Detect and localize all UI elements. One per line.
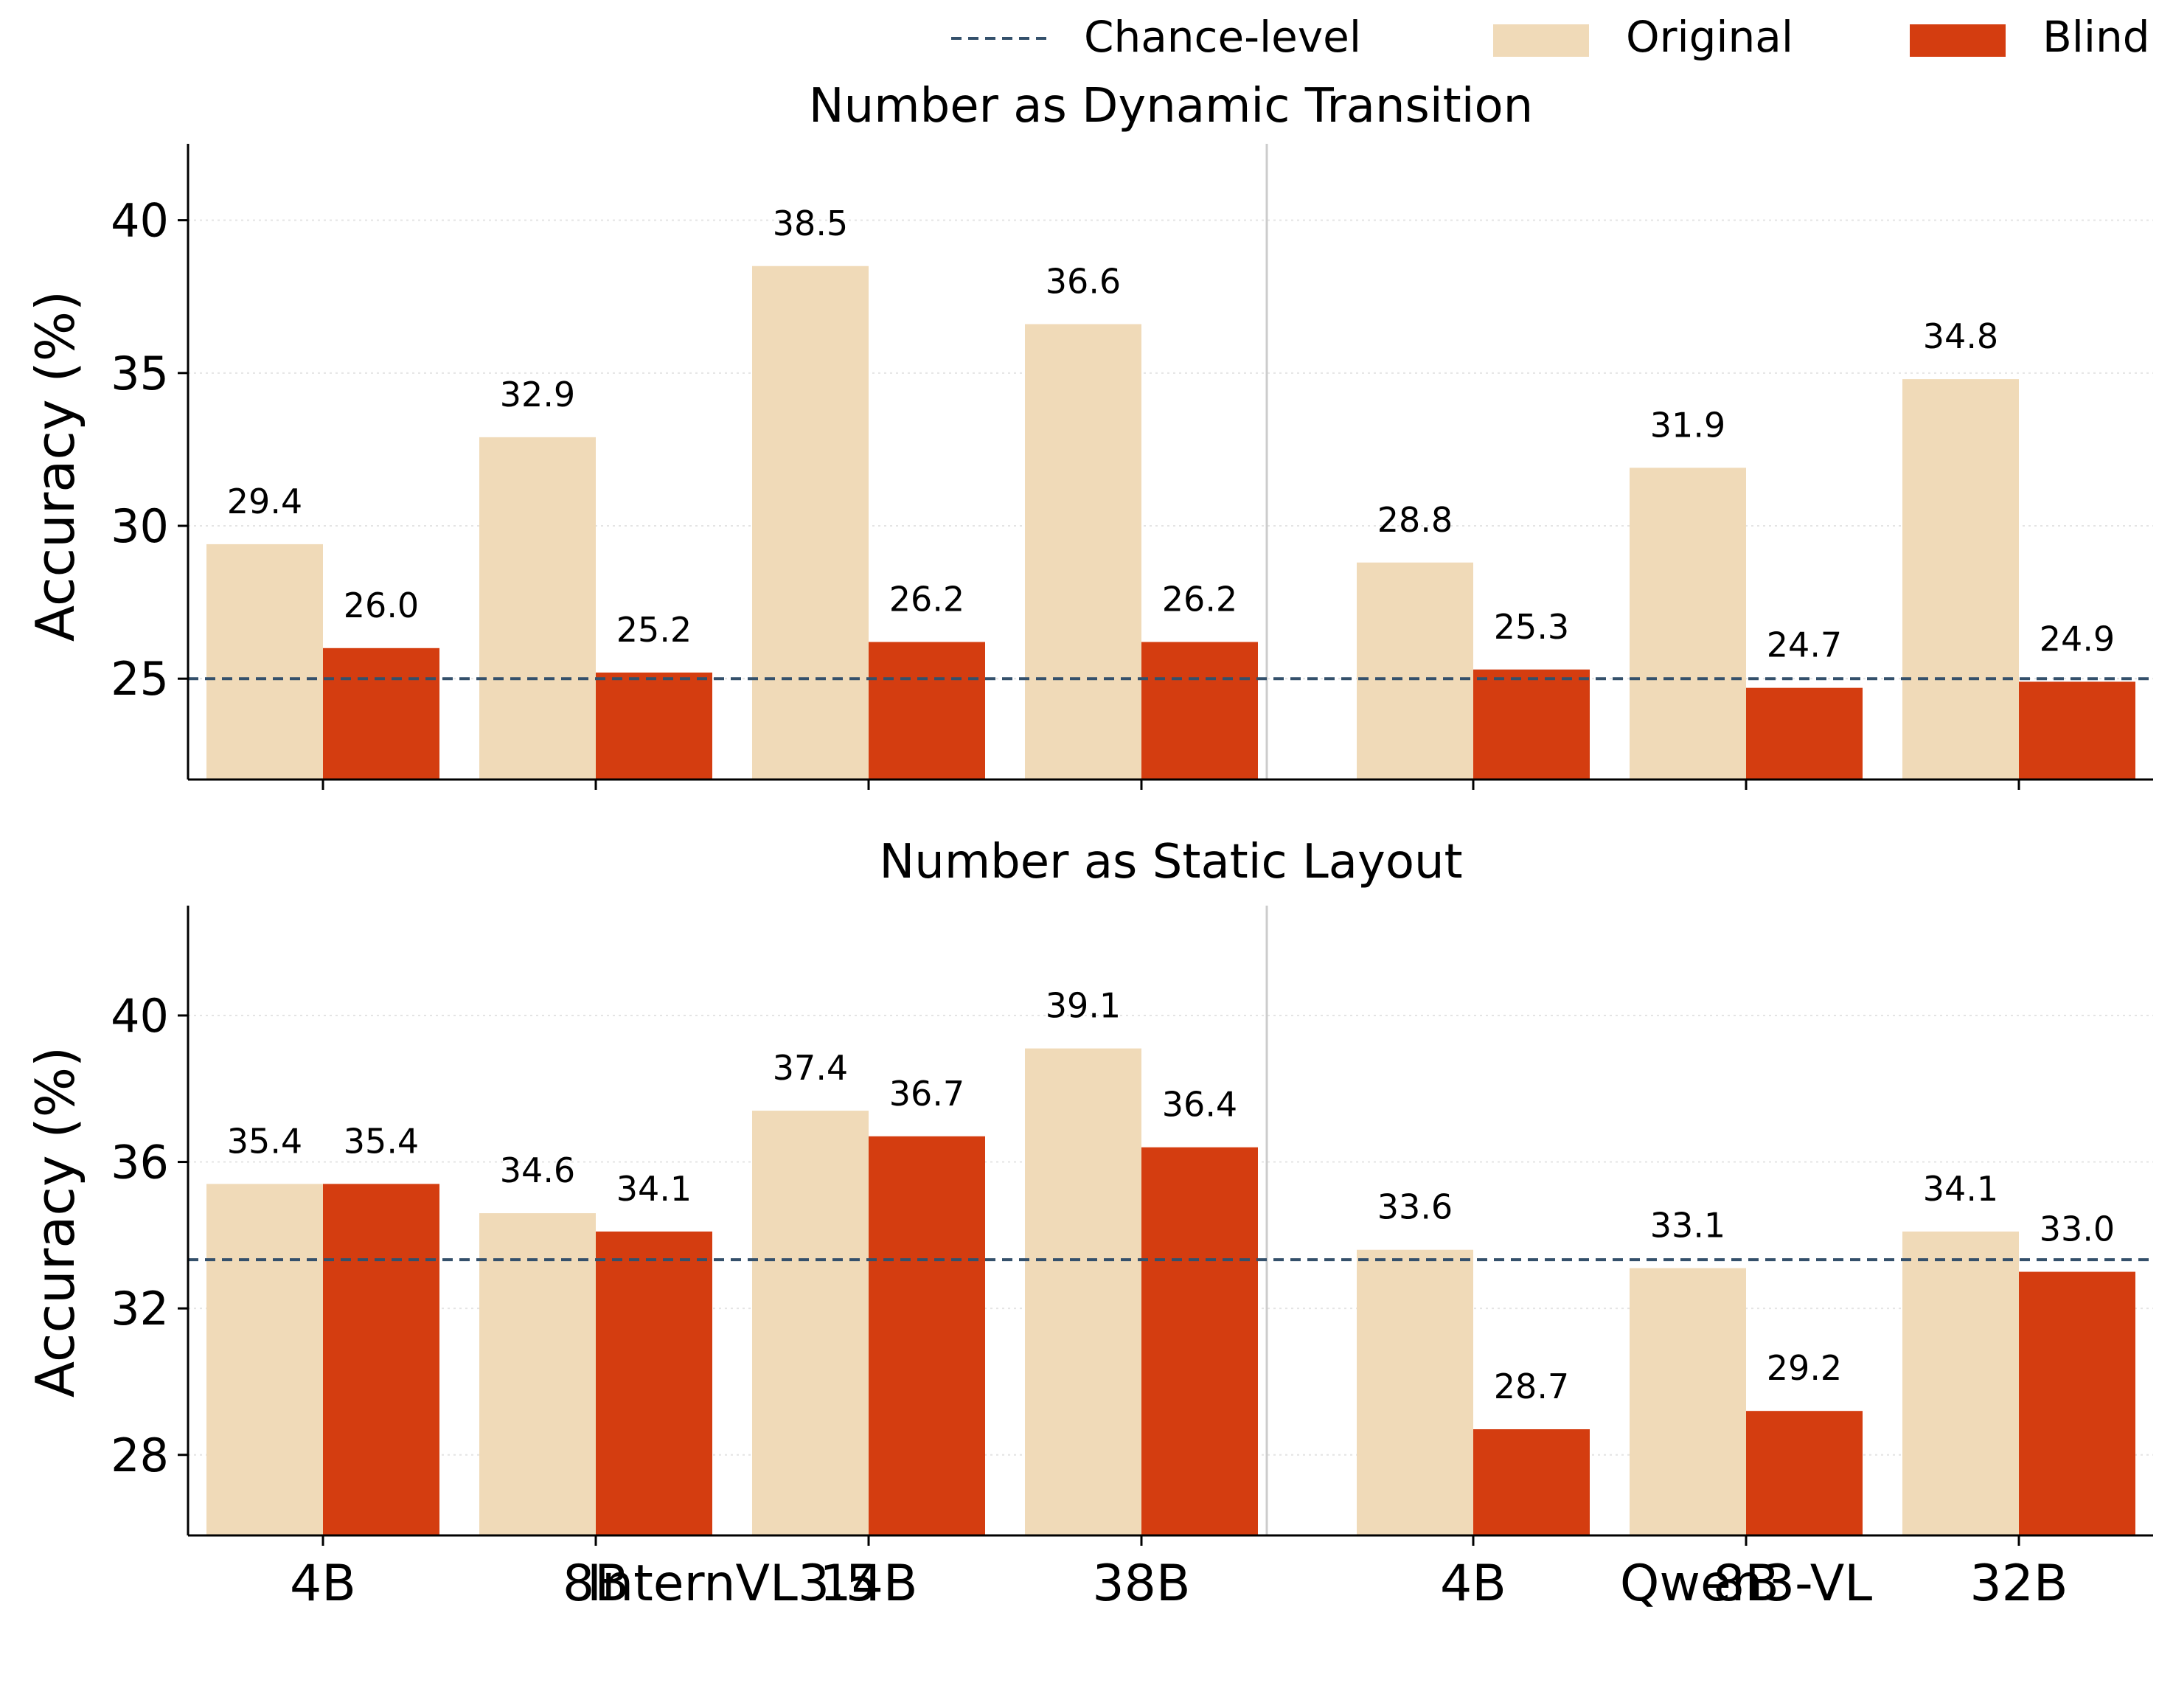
bar-blind (1141, 642, 1258, 780)
value-label: 35.4 (227, 1121, 302, 1161)
value-label: 37.4 (773, 1048, 848, 1088)
x-tick-label: 32B (1969, 1555, 2068, 1613)
value-label: 36.6 (1046, 262, 1121, 302)
value-label: 26.2 (889, 580, 964, 619)
bar-blind (869, 1136, 985, 1535)
panel-2-title: Number as Static Layout (879, 835, 1462, 889)
value-label: 25.2 (616, 610, 692, 650)
value-label: 34.1 (1923, 1169, 1998, 1209)
bar-blind (323, 648, 439, 780)
bar-blind (323, 1184, 439, 1535)
panel-1-title: Number as Dynamic Transition (809, 79, 1533, 133)
x-tick-label: 8B (563, 1555, 629, 1613)
bar-original (206, 544, 323, 780)
value-label: 33.1 (1650, 1206, 1725, 1246)
value-label: 31.9 (1650, 405, 1725, 445)
x-tick-label: 4B (290, 1555, 356, 1613)
x-tick-label: 8B (1713, 1555, 1779, 1613)
group-label-internvl: InternVL3.5 (587, 1555, 877, 1613)
value-label: 39.1 (1046, 986, 1121, 1026)
bar-original (206, 1184, 323, 1535)
bar-blind (596, 1231, 712, 1535)
x-tick-label: 38B (1092, 1555, 1190, 1613)
bar-original (1357, 562, 1473, 780)
x-tick-label: 14B (819, 1555, 917, 1613)
panel-1-y-axis-label: Accuracy (%) (24, 291, 86, 642)
y-tick-label: 35 (111, 347, 169, 400)
value-label: 36.7 (889, 1074, 964, 1114)
legend-original-label: Original (1626, 12, 1793, 62)
bar-original (1630, 1268, 1746, 1535)
bar-original (479, 1213, 596, 1535)
bar-blind (596, 672, 712, 780)
legend-chance-label: Chance-level (1084, 12, 1361, 62)
value-label: 38.5 (773, 204, 848, 243)
bar-blind (1746, 687, 1863, 780)
y-tick-label: 36 (111, 1136, 169, 1190)
bar-blind (1473, 1429, 1590, 1535)
value-label: 33.0 (2040, 1209, 2115, 1249)
legend-blind-label: Blind (2042, 12, 2150, 62)
bar-original (1025, 1048, 1141, 1535)
bar-original (1902, 1231, 2019, 1535)
legend: Chance-level Original Blind (951, 12, 2150, 62)
y-tick-label: 32 (111, 1282, 169, 1336)
value-label: 36.4 (1162, 1085, 1237, 1125)
bar-blind (869, 642, 985, 780)
bar-blind (1141, 1147, 1258, 1535)
panel-1: 25 30 35 40 29.4 26.0 32.9 25.2 38.5 26.2 36.6 26.2… (111, 144, 2153, 790)
bar-original (752, 1111, 869, 1535)
bar-blind (1473, 669, 1590, 780)
value-label: 28.7 (1494, 1367, 1569, 1406)
value-label: 32.9 (500, 375, 575, 414)
y-tick-label: 40 (111, 194, 169, 248)
panel-2-y-axis-label: Accuracy (%) (24, 1046, 86, 1398)
value-label: 34.8 (1923, 316, 1998, 356)
bar-original (752, 265, 869, 780)
legend-original-swatch (1493, 24, 1589, 57)
bar-original (479, 437, 596, 780)
bar-original (1357, 1249, 1473, 1535)
value-label: 29.2 (1767, 1348, 1842, 1388)
bar-blind (2019, 1271, 2135, 1535)
bar-blind (2019, 681, 2135, 780)
value-label: 34.6 (500, 1150, 575, 1190)
value-label: 25.3 (1494, 607, 1569, 647)
value-label: 26.0 (344, 586, 419, 625)
value-label: 33.6 (1377, 1187, 1453, 1227)
y-tick-label: 28 (111, 1428, 169, 1482)
bar-original (1025, 324, 1141, 780)
y-tick-label: 40 (111, 989, 169, 1043)
value-label: 35.4 (344, 1121, 419, 1161)
value-label: 26.2 (1162, 580, 1237, 619)
x-tick-label: 4B (1440, 1555, 1506, 1613)
value-label: 24.7 (1767, 625, 1842, 665)
bar-blind (1746, 1411, 1863, 1535)
bar-original (1630, 468, 1746, 780)
value-label: 24.9 (2040, 619, 2115, 659)
bar-original (1902, 379, 2019, 780)
y-tick-label: 30 (111, 499, 169, 553)
panel-2: 28 32 36 40 35.4 35.4 4B 34.6 34.1 8B 37.4 36.7 14B 3… (111, 906, 2153, 1613)
legend-blind-swatch (1910, 24, 2006, 57)
value-label: 29.4 (227, 482, 302, 521)
y-tick-label: 25 (111, 652, 169, 706)
value-label: 34.1 (616, 1169, 692, 1209)
group-label-qwen: Qwen3-VL (1620, 1555, 1872, 1613)
value-label: 28.8 (1377, 500, 1453, 540)
